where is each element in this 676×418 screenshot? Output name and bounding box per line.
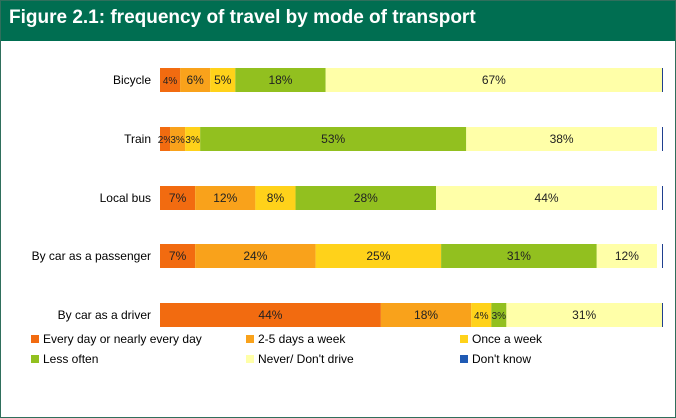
data-label-by-car-as-a-driver-once-a-week: 4%	[474, 311, 489, 322]
data-label-by-car-as-a-passenger-less-often: 31%	[507, 249, 531, 263]
legend-swatch	[31, 334, 39, 343]
data-label-by-car-as-a-driver-never-don-t-drive: 31%	[572, 308, 596, 322]
bar-segment-by-car-as-a-passenger-never-don-t-drive	[596, 244, 657, 268]
bar-segment-local-bus-2-5-days-a-week	[195, 186, 256, 210]
legend-label: Don't know	[472, 352, 531, 366]
data-label-local-bus-once-a-week: 8%	[267, 191, 285, 205]
bar-segment-by-car-as-a-passenger-every-day-or-nearly-every-day	[160, 244, 196, 268]
data-label-train-less-often: 53%	[321, 132, 345, 146]
data-label-local-bus-never-don-t-drive: 44%	[535, 191, 559, 205]
bar-segment-by-car-as-a-passenger-once-a-week	[315, 244, 442, 268]
data-label-bicycle-2-5-days-a-week: 6%	[186, 73, 204, 87]
bar-segment-local-bus-once-a-week	[255, 186, 296, 210]
legend-item-once-a-week: Once a week	[460, 332, 542, 348]
chart-title: Figure 2.1: frequency of travel by mode …	[9, 7, 476, 28]
legend-swatch	[246, 354, 254, 363]
data-label-by-car-as-a-driver-every-day-or-nearly-every-day: 44%	[258, 308, 282, 322]
bar-segment-bicycle-once-a-week	[210, 68, 236, 92]
bar-segment-train-every-day-or-nearly-every-day	[160, 127, 171, 151]
category-label-local-bus: Local bus	[100, 191, 151, 205]
bar-segment-train-less-often	[200, 127, 467, 151]
data-label-train-2-5-days-a-week: 3%	[170, 135, 185, 146]
bar-segment-by-car-as-a-passenger-2-5-days-a-week	[195, 244, 316, 268]
bar-segment-bicycle-2-5-days-a-week	[180, 68, 211, 92]
legend-swatch	[460, 354, 468, 363]
legend-label: Never/ Don't drive	[258, 352, 354, 366]
legend-label: Once a week	[472, 332, 543, 346]
bar-segment-bicycle-every-day-or-nearly-every-day	[160, 68, 181, 92]
category-label-bicycle: Bicycle	[113, 73, 151, 87]
data-label-bicycle-never-don-t-drive: 67%	[482, 73, 506, 87]
bar-segment-by-car-as-a-passenger-less-often	[441, 244, 597, 268]
data-label-by-car-as-a-driver-less-often: 3%	[492, 311, 507, 322]
bar-segment-bicycle-less-often	[235, 68, 326, 92]
data-label-train-every-day-or-nearly-every-day: 2%	[158, 135, 173, 146]
legend-item-every-day-or-nearly-every-day: Every day or nearly every day	[31, 332, 202, 348]
data-label-bicycle-every-day-or-nearly-every-day: 4%	[163, 76, 178, 87]
title-bar: Figure 2.1: frequency of travel by mode …	[1, 1, 675, 41]
category-label-by-car-as-a-passenger: By car as a passenger	[32, 249, 151, 263]
legend-swatch	[460, 334, 468, 343]
legend-item-never-don-t-drive: Never/ Don't drive	[246, 352, 354, 368]
bar-segment-by-car-as-a-driver-2-5-days-a-week	[380, 303, 472, 327]
bar-segment-local-bus-never-don-t-drive	[436, 186, 657, 210]
data-label-train-once-a-week: 3%	[185, 135, 200, 146]
bar-segment-local-bus-every-day-or-nearly-every-day	[160, 186, 196, 210]
bar-segment-by-car-as-a-driver-once-a-week	[471, 303, 492, 327]
data-label-by-car-as-a-passenger-once-a-week: 25%	[366, 249, 390, 263]
data-label-by-car-as-a-driver-2-5-days-a-week: 18%	[414, 308, 438, 322]
legend-swatch	[31, 354, 39, 363]
bar-segment-train-never-don-t-drive	[466, 127, 657, 151]
data-label-bicycle-less-often: 18%	[268, 73, 292, 87]
bar-segment-local-bus-less-often	[295, 186, 437, 210]
legend-item-less-often: Less often	[31, 352, 98, 368]
chart-legend: Every day or nearly every day 2-5 days a …	[1, 329, 675, 399]
legend-label: 2-5 days a week	[258, 332, 346, 346]
data-label-bicycle-once-a-week: 5%	[214, 73, 232, 87]
data-label-by-car-as-a-passenger-2-5-days-a-week: 24%	[243, 249, 267, 263]
category-label-train: Train	[124, 132, 151, 146]
data-label-train-never-don-t-drive: 38%	[550, 132, 574, 146]
legend-item-don-t-know: Don't know	[460, 352, 531, 368]
bar-segment-bicycle-never-don-t-drive	[325, 68, 662, 92]
bar-segment-train-2-5-days-a-week	[170, 127, 186, 151]
legend-label: Every day or nearly every day	[43, 332, 202, 346]
category-label-by-car-as-a-driver: By car as a driver	[58, 308, 151, 322]
legend-label: Less often	[43, 352, 99, 366]
data-label-local-bus-every-day-or-nearly-every-day: 7%	[169, 191, 187, 205]
legend-item-2-5-days-a-week: 2-5 days a week	[246, 332, 345, 348]
data-label-by-car-as-a-passenger-never-don-t-drive: 12%	[615, 249, 639, 263]
bar-segment-train-once-a-week	[185, 127, 201, 151]
data-label-local-bus-2-5-days-a-week: 12%	[213, 191, 237, 205]
bar-segment-by-car-as-a-driver-never-don-t-drive	[506, 303, 662, 327]
bar-segment-by-car-as-a-driver-less-often	[491, 303, 507, 327]
data-label-local-bus-less-often: 28%	[354, 191, 378, 205]
stacked-bar-chart: Bicycle 4% 6% 5% 18% 67%Train 2%3% 3% 53% 38%Loca…	[32, 68, 663, 327]
bar-segment-by-car-as-a-driver-every-day-or-nearly-every-day	[160, 303, 381, 327]
legend-swatch	[246, 334, 254, 343]
data-label-by-car-as-a-passenger-every-day-or-nearly-every-day: 7%	[169, 249, 187, 263]
